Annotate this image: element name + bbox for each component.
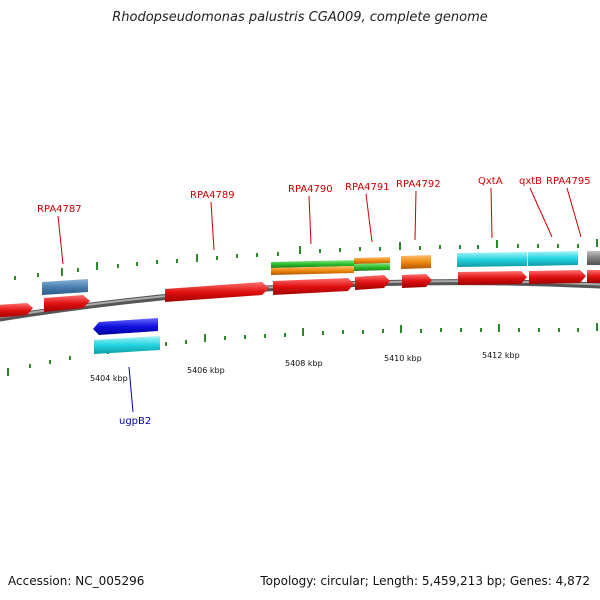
gene-label-rpa4787[interactable]: RPA4787 <box>37 204 82 215</box>
accession-label: Accession: NC_005296 <box>8 574 145 588</box>
gene-label-rpa4791[interactable]: RPA4791 <box>345 182 390 193</box>
topology-label: Topology: circular; Length: 5,459,213 bp… <box>260 574 590 588</box>
feature-orange[interactable] <box>401 255 431 269</box>
gene-arrow-forward[interactable] <box>355 275 390 290</box>
axis-tick-label: 5412 kbp <box>482 351 520 360</box>
gene-arrow-forward[interactable] <box>0 303 33 318</box>
gene-arrow-forward[interactable] <box>529 270 586 284</box>
gene-arrow-forward[interactable] <box>165 282 269 302</box>
gene-label-qxta[interactable]: QxtA <box>478 176 503 187</box>
axis-tick-label: 5404 kbp <box>90 374 128 383</box>
gene-label-ugpb2[interactable]: ugpB2 <box>119 416 151 427</box>
feature-gray[interactable] <box>587 251 600 265</box>
gene-arrow-forward[interactable] <box>273 278 354 295</box>
gene-labels: RPA4787 RPA4789 RPA4790 RPA4791 RPA4792 … <box>37 176 591 427</box>
map-title: Rhodopseudomonas palustris CGA009, compl… <box>112 10 488 25</box>
gene-label-rpa4795[interactable]: RPA4795 <box>546 176 591 187</box>
axis-tick-label: 5408 kbp <box>285 359 323 368</box>
feature-orange[interactable] <box>271 266 354 275</box>
reverse-genes <box>93 318 160 354</box>
gene-label-rpa4792[interactable]: RPA4792 <box>396 179 441 190</box>
gene-arrow-forward[interactable] <box>402 274 432 288</box>
feature-cyan[interactable] <box>457 252 527 267</box>
outer-tick-row <box>14 239 598 280</box>
feature-steel[interactable] <box>42 279 88 295</box>
gene-label-rpa4789[interactable]: RPA4789 <box>190 190 235 201</box>
axis-tick-label: 5406 kbp <box>187 366 225 375</box>
feature-cyan[interactable] <box>528 251 578 266</box>
axis-tick-label: 5410 kbp <box>384 354 422 363</box>
gene-arrow-forward[interactable] <box>44 295 90 312</box>
forward-genes <box>0 270 600 318</box>
feature-green[interactable] <box>271 260 354 268</box>
outer-features <box>42 251 600 295</box>
gene-arrow-forward[interactable] <box>458 271 527 285</box>
gene-arrow-reverse[interactable] <box>93 318 158 335</box>
gene-label-qxtb[interactable]: qxtB <box>519 176 542 187</box>
leader-lines <box>57 187 582 265</box>
leader-line-reverse <box>128 366 134 413</box>
axis-tick-labels: 5404 kbp 5406 kbp 5408 kbp 5410 kbp 5412… <box>90 351 520 383</box>
gene-arrow-forward[interactable] <box>587 270 600 283</box>
feature-cyan[interactable] <box>94 336 160 354</box>
feature-green[interactable] <box>354 263 390 271</box>
gene-label-rpa4790[interactable]: RPA4790 <box>288 184 333 195</box>
feature-orange[interactable] <box>354 257 390 264</box>
